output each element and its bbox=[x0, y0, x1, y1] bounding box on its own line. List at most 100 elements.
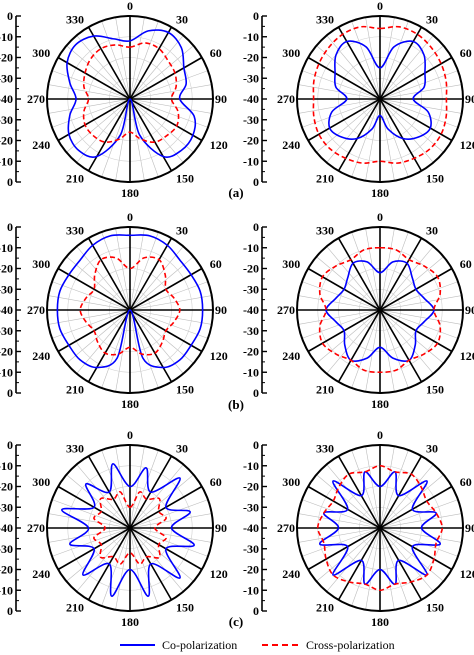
angle-label: 0 bbox=[127, 0, 133, 13]
series-cross-polarization bbox=[318, 246, 442, 374]
radial-tick-label: -40 bbox=[243, 521, 259, 535]
panel-label-b: (b) bbox=[228, 397, 244, 412]
angle-label: 60 bbox=[210, 46, 222, 60]
radial-tick-label: -30 bbox=[243, 113, 259, 127]
angle-label: 0 bbox=[377, 428, 383, 442]
radial-tick-label: 0 bbox=[253, 386, 259, 400]
angle-label: 150 bbox=[426, 172, 444, 186]
radial-tick-label: -30 bbox=[0, 282, 13, 296]
radial-tick-label: -30 bbox=[0, 113, 13, 127]
radial-tick-label: 0 bbox=[7, 175, 13, 189]
series-co-polarization bbox=[56, 234, 204, 369]
angle-label: 300 bbox=[32, 46, 50, 60]
angle-label: 210 bbox=[66, 172, 84, 186]
radial-tick-label: 0 bbox=[253, 220, 259, 234]
angle-label: 210 bbox=[316, 601, 334, 615]
angle-label: 90 bbox=[215, 92, 227, 106]
angle-label: 120 bbox=[460, 567, 474, 581]
radial-tick-label: -20 bbox=[0, 480, 13, 494]
radial-tick-label: -40 bbox=[0, 521, 13, 535]
angle-label: 180 bbox=[371, 397, 389, 411]
angle-label: 240 bbox=[282, 138, 300, 152]
angle-label: 180 bbox=[121, 615, 139, 629]
angle-label: 300 bbox=[32, 257, 50, 271]
angle-label: 120 bbox=[210, 349, 228, 363]
angle-label: 60 bbox=[210, 257, 222, 271]
angle-label: 90 bbox=[465, 303, 474, 317]
series-cross-polarization bbox=[93, 491, 167, 565]
angle-label: 240 bbox=[32, 138, 50, 152]
radial-tick-label: -20 bbox=[0, 262, 13, 276]
radial-tick-label: -30 bbox=[243, 71, 259, 85]
radial-tick-label: -30 bbox=[243, 324, 259, 338]
angle-label: 330 bbox=[316, 12, 334, 26]
angle-label: 270 bbox=[27, 303, 45, 317]
angle-label: 90 bbox=[465, 92, 474, 106]
polar-chart-a-left: 0 30 60 90 120 150 180 210 240 270 300 330 0 -10 -20 -3… bbox=[0, 0, 228, 200]
radial-tick-label: -20 bbox=[243, 262, 259, 276]
radial-tick-label: -30 bbox=[0, 500, 13, 514]
angle-label: 60 bbox=[460, 257, 472, 271]
angle-label: 300 bbox=[32, 475, 50, 489]
panel-label-a: (a) bbox=[228, 185, 243, 200]
outer-circle bbox=[46, 15, 214, 183]
grid-spoke-major bbox=[87, 455, 173, 601]
angle-label: 120 bbox=[460, 349, 474, 363]
angle-label: 300 bbox=[282, 257, 300, 271]
angle-label: 120 bbox=[210, 138, 228, 152]
polar-chart-c-left: 0 30 60 90 120 150 180 210 240 270 300 330 0 -10 -20 -3… bbox=[0, 428, 228, 629]
angle-label: 210 bbox=[66, 383, 84, 397]
angle-label: 150 bbox=[426, 383, 444, 397]
radial-tick-label: -30 bbox=[0, 71, 13, 85]
angle-label: 270 bbox=[277, 92, 295, 106]
series-co-polarization bbox=[61, 463, 195, 597]
angle-label: 90 bbox=[215, 521, 227, 535]
angle-label: 150 bbox=[426, 601, 444, 615]
radial-tick-label: -40 bbox=[0, 92, 13, 106]
angle-label: 240 bbox=[282, 349, 300, 363]
angle-label: 330 bbox=[66, 12, 84, 26]
angle-label: 120 bbox=[210, 567, 228, 581]
radial-tick-label: 0 bbox=[7, 220, 13, 234]
angle-label: 330 bbox=[316, 223, 334, 237]
radial-tick-label: -20 bbox=[243, 480, 259, 494]
radial-tick-label: -10 bbox=[0, 154, 13, 168]
angle-label: 150 bbox=[176, 383, 194, 397]
series-co-polarization bbox=[325, 260, 435, 362]
angle-label: 30 bbox=[426, 12, 438, 26]
polar-chart-a-right: 0 30 60 90 120 150 180 210 240 270 300 330 0 -10 -20 -3… bbox=[243, 0, 474, 200]
radial-tick-label: 0 bbox=[7, 604, 13, 618]
angle-label: 300 bbox=[282, 475, 300, 489]
radial-tick-label: 0 bbox=[253, 175, 259, 189]
angle-label: 0 bbox=[127, 428, 133, 442]
radial-tick-label: 0 bbox=[7, 386, 13, 400]
angle-label: 180 bbox=[371, 186, 389, 200]
angle-label: 150 bbox=[176, 601, 194, 615]
legend-label-cross: Cross-polarization bbox=[306, 638, 395, 652]
angle-label: 180 bbox=[371, 615, 389, 629]
angle-label: 60 bbox=[210, 475, 222, 489]
outer-circle bbox=[296, 444, 464, 612]
polar-chart-b-right: 0 30 60 90 120 150 180 210 240 270 300 330 0 -10 -20 -3… bbox=[243, 210, 474, 411]
radial-tick-label: -20 bbox=[243, 51, 259, 65]
radial-tick-label: -20 bbox=[0, 51, 13, 65]
radial-tick-label: 0 bbox=[7, 438, 13, 452]
radial-tick-label: -30 bbox=[0, 542, 13, 556]
series-co-polarization bbox=[319, 471, 441, 585]
outer-circle bbox=[296, 226, 464, 394]
angle-label: 0 bbox=[377, 0, 383, 13]
outer-circle bbox=[46, 226, 214, 394]
angle-label: 240 bbox=[32, 349, 50, 363]
polar-chart-b-left: 0 30 60 90 120 150 180 210 240 270 300 330 0 -10 -20 -3… bbox=[0, 210, 228, 411]
radial-tick-label: -10 bbox=[0, 30, 13, 44]
radial-tick-label: -10 bbox=[0, 459, 13, 473]
grid-spoke-major bbox=[337, 26, 423, 172]
radial-tick-label: 0 bbox=[253, 438, 259, 452]
angle-label: 300 bbox=[282, 46, 300, 60]
radial-tick-label: -10 bbox=[243, 365, 259, 379]
radial-tick-label: -10 bbox=[243, 459, 259, 473]
radial-tick-label: -20 bbox=[243, 345, 259, 359]
angle-label: 180 bbox=[121, 186, 139, 200]
radial-tick-label: -30 bbox=[0, 324, 13, 338]
legend-label-co: Co-polarization bbox=[162, 638, 237, 652]
